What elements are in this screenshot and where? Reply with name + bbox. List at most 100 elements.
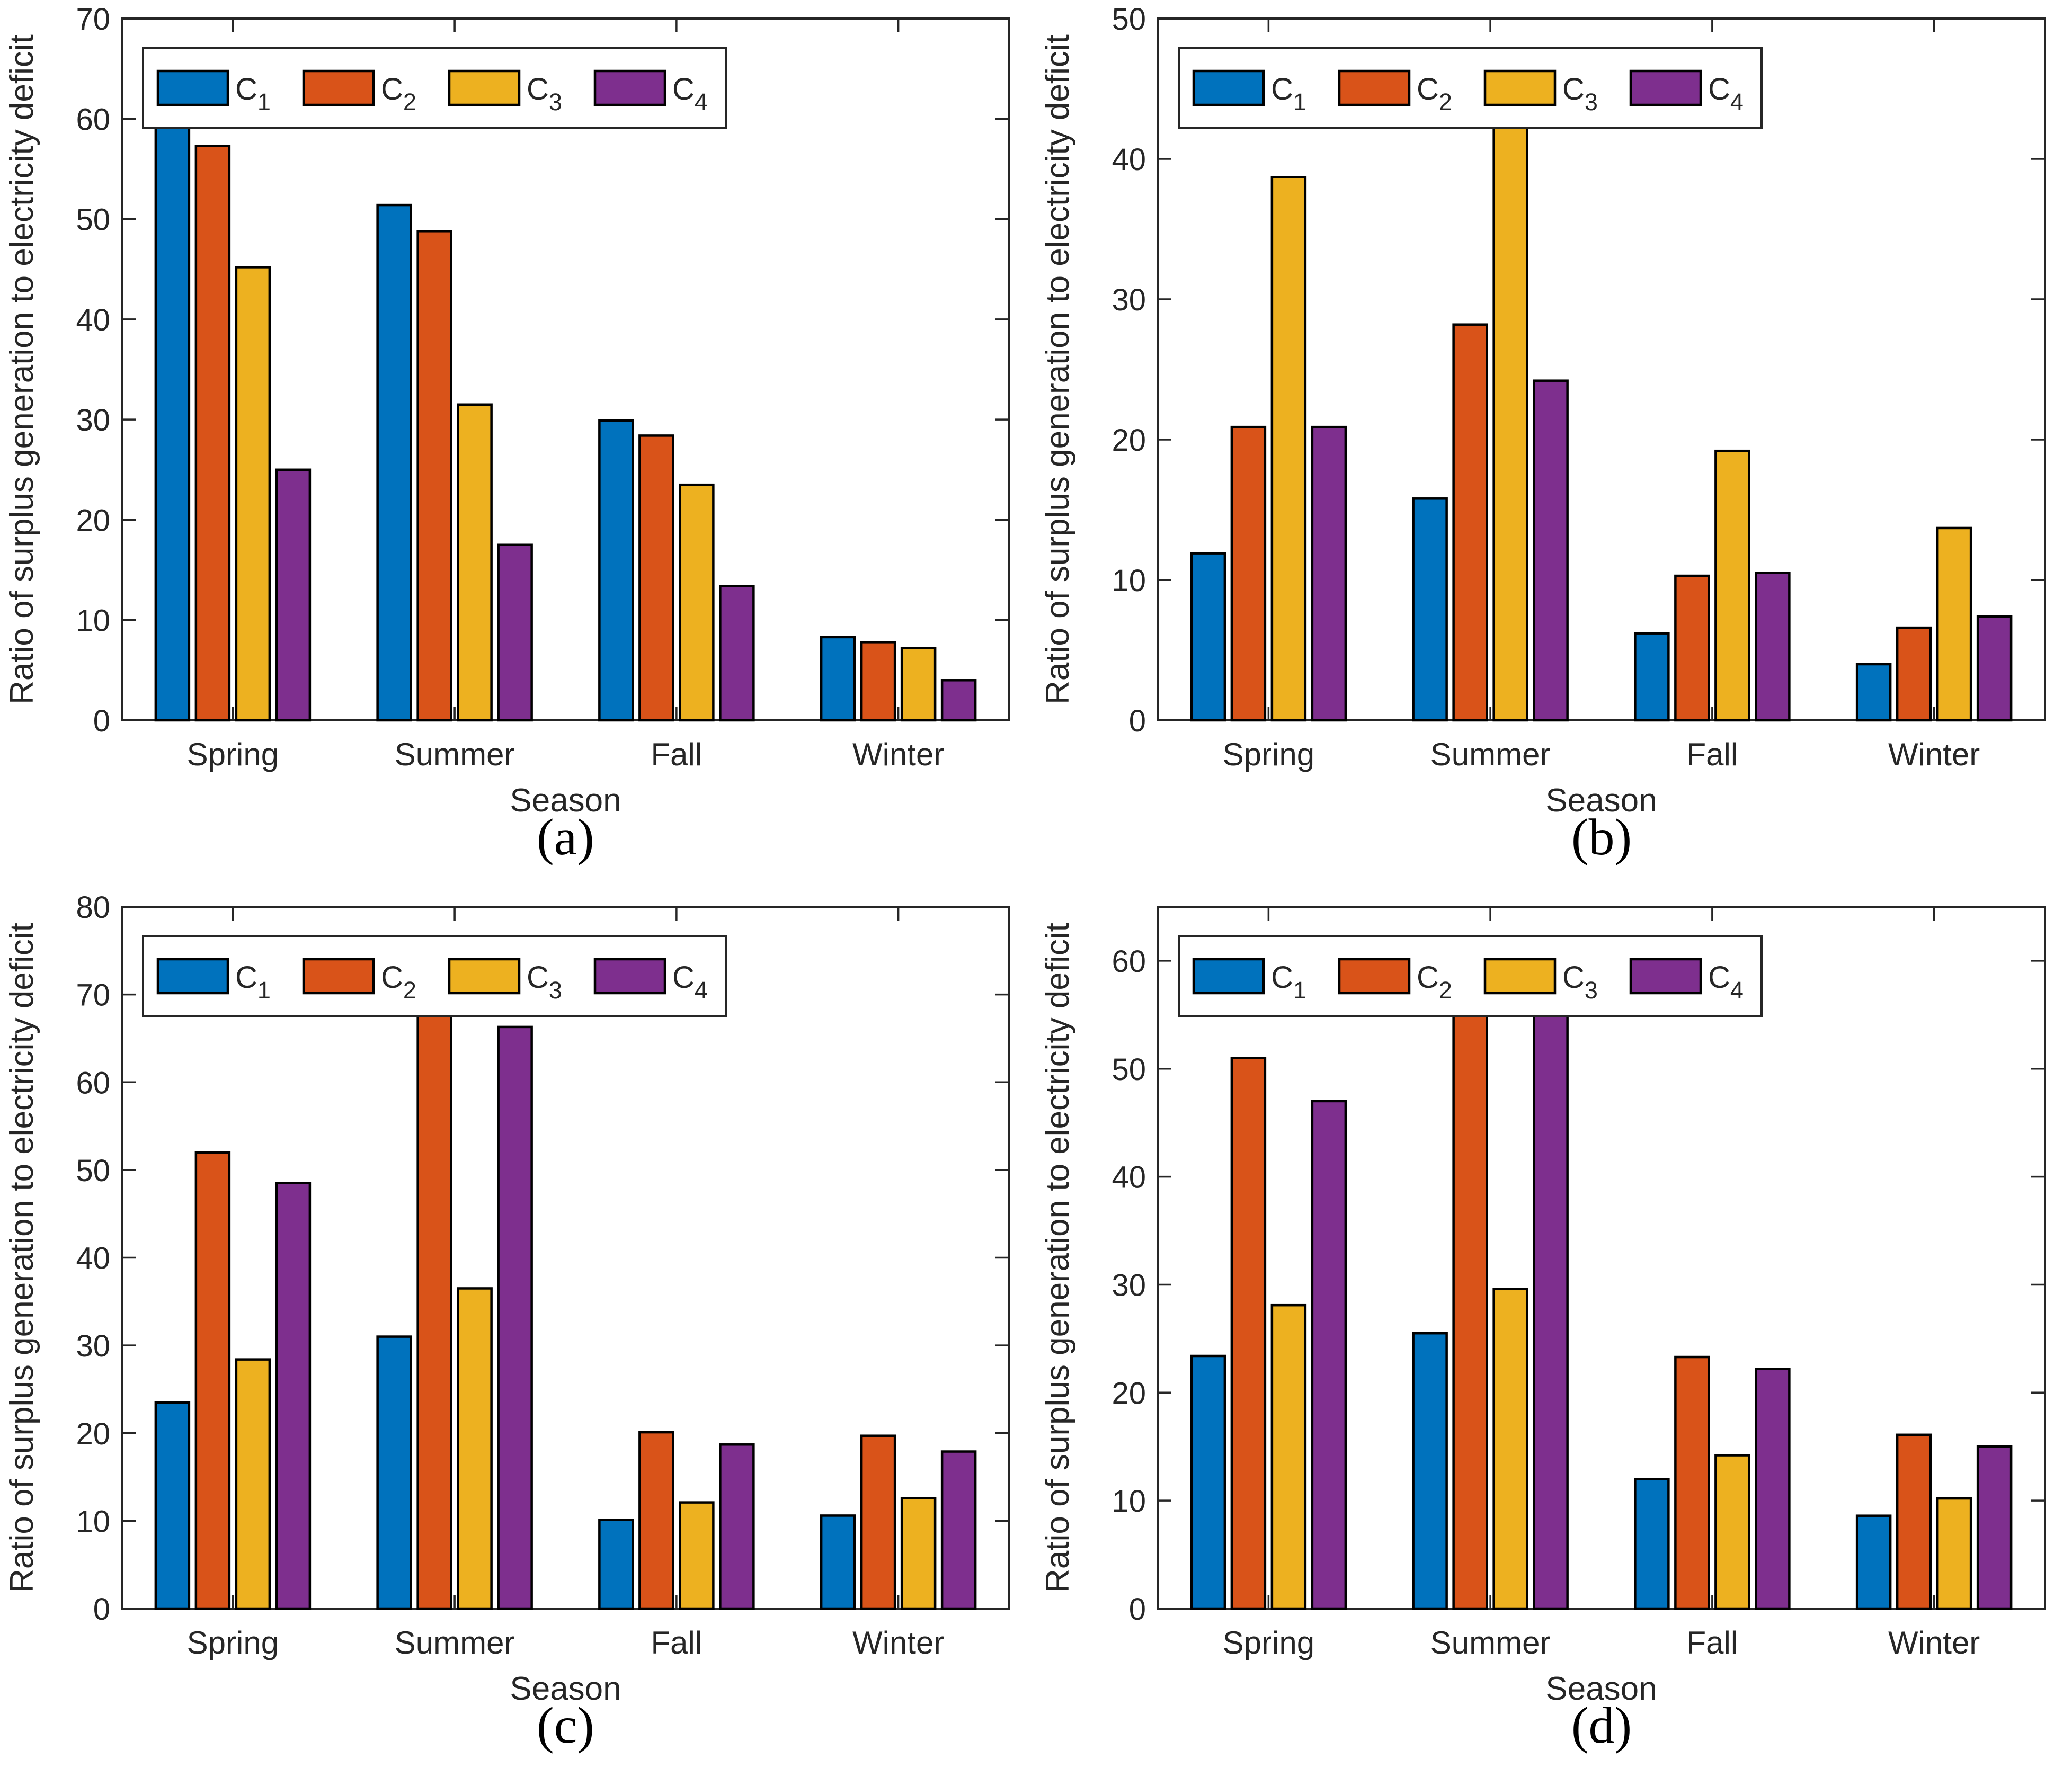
bar-c1-fall bbox=[598, 1519, 634, 1610]
panel-a: 0 10 20 30 40 50 60 70 Spring Summer Fall Winter C1 C… bbox=[0, 0, 1036, 888]
y-tick-label: 40 bbox=[1111, 142, 1146, 177]
category-label: Spring bbox=[187, 1625, 279, 1660]
bar-c2-winter bbox=[860, 1434, 896, 1610]
y-axis-title: Ratio of surplus generation to electrici… bbox=[4, 34, 40, 704]
panel-c: 0 10 20 30 40 50 60 70 80 Spring Summer Fall Winter C… bbox=[0, 888, 1036, 1777]
bar-c1-spring bbox=[1190, 1354, 1226, 1610]
y-axis-title: Ratio of surplus generation to electrici… bbox=[1039, 923, 1076, 1593]
panel-c-caption: (c) bbox=[537, 1697, 594, 1754]
y-axis-title: Ratio of surplus generation to electrici… bbox=[4, 923, 40, 1593]
bar-c4-summer bbox=[497, 543, 533, 722]
bar-c3-spring bbox=[235, 266, 271, 722]
bar-c1-spring bbox=[154, 1401, 191, 1610]
legend-swatch-c4 bbox=[593, 69, 666, 106]
legend-swatch-c2 bbox=[302, 958, 375, 995]
y-tick-label: 50 bbox=[76, 1154, 110, 1188]
y-tick-label: 80 bbox=[76, 890, 110, 925]
category-label: Fall bbox=[1687, 737, 1738, 772]
y-tick-label: 30 bbox=[76, 1329, 110, 1363]
category-label: Winter bbox=[852, 737, 944, 772]
bar-c1-winter bbox=[820, 1514, 856, 1610]
legend-swatch-c1 bbox=[1192, 958, 1265, 995]
panel-a-caption: (a) bbox=[537, 809, 594, 866]
bar-c4-winter bbox=[940, 1450, 977, 1610]
bar-c3-winter bbox=[1936, 1497, 1972, 1610]
bar-c4-winter bbox=[1976, 1445, 2013, 1610]
y-tick-label: 20 bbox=[1111, 1376, 1146, 1410]
bar-c1-summer bbox=[1412, 1332, 1448, 1610]
category-label: Spring bbox=[1223, 737, 1314, 772]
bar-c3-summer bbox=[457, 403, 493, 722]
bar-c4-summer bbox=[1533, 379, 1569, 722]
legend-swatch-c4 bbox=[1629, 69, 1702, 106]
bar-c1-fall bbox=[598, 419, 634, 722]
bar-c4-spring bbox=[1311, 1100, 1347, 1610]
y-tick-label: 60 bbox=[76, 1066, 110, 1100]
category-label: Summer bbox=[1430, 737, 1551, 772]
category-label: Fall bbox=[1687, 1625, 1738, 1660]
y-tick-label: 50 bbox=[76, 203, 110, 237]
y-tick-label: 0 bbox=[93, 704, 110, 738]
legend-swatch-c3 bbox=[1483, 958, 1557, 995]
bar-c3-fall bbox=[1714, 1454, 1750, 1610]
y-tick-label: 30 bbox=[76, 403, 110, 437]
x-axis-title: Season bbox=[1545, 782, 1657, 813]
bar-c4-summer bbox=[497, 1025, 533, 1610]
panel-d-caption: (d) bbox=[1571, 1697, 1632, 1754]
bar-c1-winter bbox=[820, 636, 856, 722]
category-label: Winter bbox=[1888, 737, 1980, 772]
y-tick-label: 0 bbox=[1129, 1592, 1146, 1627]
bar-c2-spring bbox=[1230, 425, 1267, 722]
bar-c3-fall bbox=[1714, 449, 1750, 722]
bar-c2-fall bbox=[1674, 1355, 1710, 1610]
legend-swatch-c1 bbox=[156, 69, 229, 106]
bar-c4-winter bbox=[1976, 615, 2013, 722]
bar-c4-summer bbox=[1533, 999, 1569, 1610]
bar-c2-fall bbox=[638, 434, 674, 722]
bar-c4-fall bbox=[1755, 1368, 1791, 1610]
legend-swatch-c2 bbox=[1338, 69, 1411, 106]
bar-c2-winter bbox=[1896, 626, 1932, 722]
y-tick-label: 50 bbox=[1111, 2, 1146, 37]
bar-c1-spring bbox=[154, 114, 191, 722]
bar-c2-summer bbox=[416, 1010, 452, 1610]
bar-c3-fall bbox=[679, 483, 715, 722]
bar-c4-spring bbox=[275, 1182, 312, 1610]
legend-swatch-c1 bbox=[156, 958, 229, 995]
legend-box bbox=[1178, 47, 1763, 129]
category-label: Summer bbox=[395, 1625, 515, 1660]
y-axis-title: Ratio of surplus generation to electrici… bbox=[1039, 34, 1076, 704]
bar-c4-winter bbox=[940, 679, 977, 722]
legend-swatch-c3 bbox=[1483, 69, 1557, 106]
bar-c2-summer bbox=[1452, 323, 1488, 722]
category-label: Fall bbox=[651, 737, 702, 772]
bar-c3-summer bbox=[1492, 1288, 1528, 1610]
y-tick-label: 30 bbox=[1111, 283, 1146, 317]
bar-c3-winter bbox=[900, 647, 937, 722]
y-tick-label: 60 bbox=[1111, 944, 1146, 979]
y-tick-label: 70 bbox=[76, 978, 110, 1013]
bar-c3-summer bbox=[457, 1287, 493, 1610]
bar-c1-winter bbox=[1855, 663, 1892, 722]
y-tick-label: 10 bbox=[76, 604, 110, 638]
legend-swatch-c1 bbox=[1192, 69, 1265, 106]
y-tick-label: 30 bbox=[1111, 1268, 1146, 1302]
bar-c1-summer bbox=[1412, 497, 1448, 722]
y-tick-label: 10 bbox=[1111, 1484, 1146, 1519]
x-axis-title: Season bbox=[510, 1671, 621, 1701]
bar-c3-summer bbox=[1492, 112, 1528, 722]
legend-swatch-c4 bbox=[593, 958, 666, 995]
y-tick-label: 60 bbox=[76, 102, 110, 137]
category-label: Summer bbox=[395, 737, 515, 772]
bar-c3-spring bbox=[1270, 176, 1307, 722]
panel-b: 0 10 20 30 40 50 Spring Summer Fall Winter C1 C2 C3 C… bbox=[1036, 0, 2072, 888]
category-label: Fall bbox=[651, 1625, 702, 1660]
bar-c3-spring bbox=[1270, 1303, 1307, 1610]
bar-c3-winter bbox=[1936, 526, 1972, 722]
bar-c2-fall bbox=[1674, 574, 1710, 722]
bar-c4-fall bbox=[719, 585, 755, 722]
